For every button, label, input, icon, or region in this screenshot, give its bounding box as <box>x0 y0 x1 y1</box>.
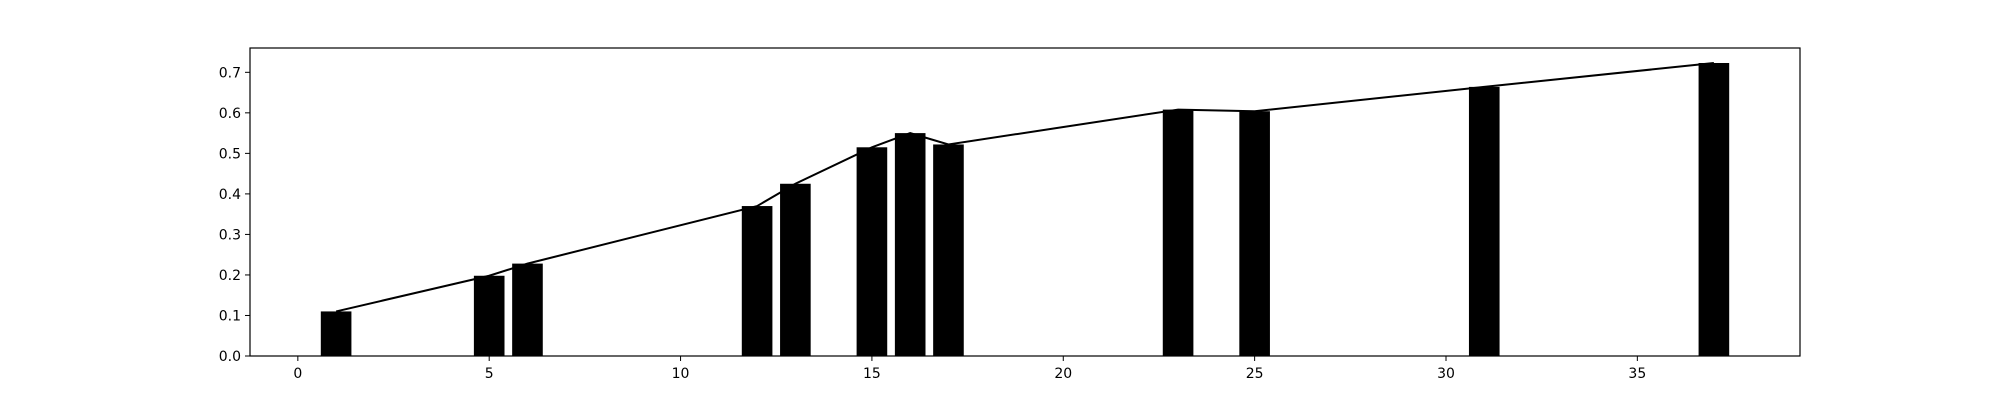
y-tick-label: 0.0 <box>219 349 241 365</box>
bar-15 <box>856 147 888 356</box>
bar-12 <box>741 206 773 356</box>
x-tick-label: 5 <box>485 366 494 382</box>
bars-group <box>320 62 1730 356</box>
y-tick-label: 0.7 <box>219 65 241 81</box>
bar-25 <box>1239 111 1270 356</box>
bar-17 <box>933 144 964 356</box>
bar-37 <box>1698 62 1730 356</box>
bar-13 <box>780 183 811 356</box>
bar-16 <box>894 133 926 356</box>
x-tick-label: 10 <box>672 366 690 382</box>
x-tick-label: 15 <box>863 366 881 382</box>
line-group <box>335 62 1714 313</box>
x-tick-label: 20 <box>1054 366 1072 382</box>
y-tick-label: 0.6 <box>219 106 241 122</box>
x-tick-label: 30 <box>1437 366 1455 382</box>
x-tick-label: 35 <box>1628 366 1646 382</box>
y-tick-label: 0.2 <box>219 268 241 284</box>
y-axis: 0.0 0.1 0.2 0.3 0.4 0.5 0.6 0.7 <box>219 65 250 365</box>
y-tick-label: 0.3 <box>219 227 241 243</box>
bar-31 <box>1468 86 1500 356</box>
y-tick-label: 0.5 <box>219 146 241 162</box>
bar-6 <box>512 263 543 356</box>
x-axis: 0 5 10 15 20 25 30 35 <box>293 356 1646 382</box>
x-tick-label: 25 <box>1246 366 1264 382</box>
series-line <box>335 62 1714 313</box>
x-tick-label: 0 <box>293 366 302 382</box>
y-tick-label: 0.4 <box>219 187 241 203</box>
y-tick-label: 0.1 <box>219 308 241 324</box>
bar-1 <box>320 311 352 356</box>
axes-frame <box>249 47 1801 357</box>
bar-5 <box>473 275 505 356</box>
bar-23 <box>1162 109 1194 356</box>
